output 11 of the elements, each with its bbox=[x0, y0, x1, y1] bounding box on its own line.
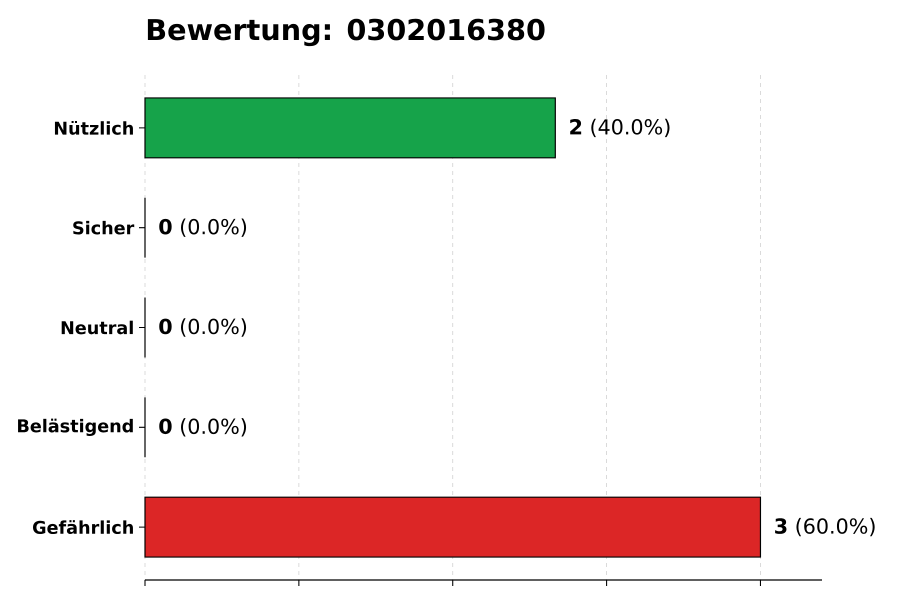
data-label: 0 (0.0%) bbox=[159, 418, 246, 437]
y-tick-label: Gefährlich bbox=[33, 520, 133, 534]
y-tick-label: Belästigend bbox=[18, 418, 133, 436]
data-label: 0 (0.0%) bbox=[159, 318, 246, 337]
data-label: 3 (60.0%) bbox=[775, 518, 875, 536]
y-tick-label: Neutral bbox=[62, 320, 133, 334]
data-label: 2 (40.0%) bbox=[570, 118, 670, 138]
y-tick-label: Nützlich bbox=[54, 120, 133, 135]
chart-title: Bewertung: 0302016380 bbox=[148, 18, 545, 46]
data-label: 0 (0.0%) bbox=[159, 218, 246, 237]
y-tick-label: Sicher bbox=[73, 220, 134, 235]
